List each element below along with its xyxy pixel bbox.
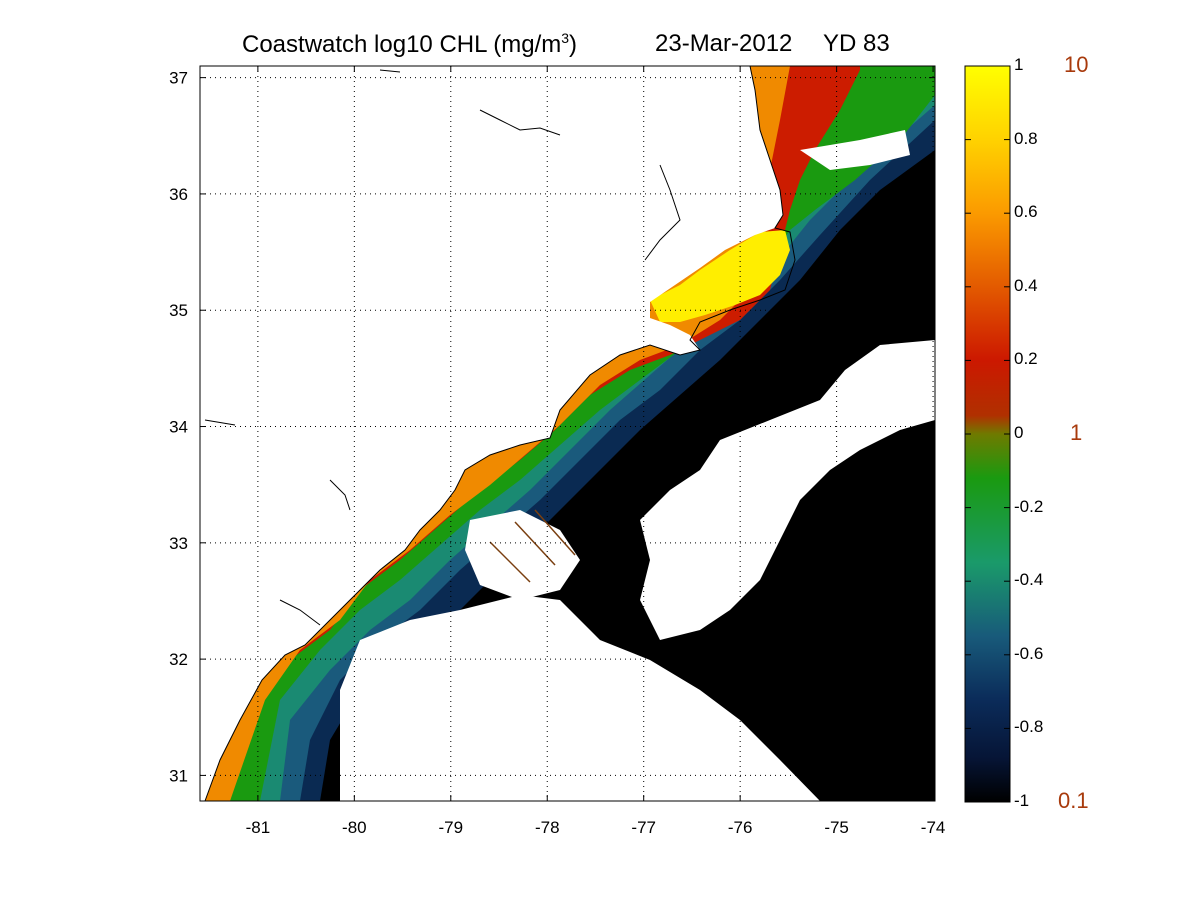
title-superscript: 3 — [561, 30, 570, 46]
lat-tick-label: 37 — [169, 69, 188, 88]
colorbar-linear-label: 0.1 — [1058, 788, 1089, 813]
colorbar-tick-label: 0.8 — [1014, 128, 1038, 148]
inland-waterways — [204, 69, 681, 626]
coastline — [204, 66, 796, 801]
lon-tick-label: -75 — [824, 818, 849, 837]
map-axes: -81 -80 -79 -78 -77 -76 -75 -74 31 32 33 34 35 36 37 — [169, 65, 946, 837]
colorbar-tick-label: -0.8 — [1014, 717, 1044, 737]
lat-tick-label: 32 — [169, 650, 188, 669]
pamlico-sound-high-chl — [650, 230, 790, 322]
lat-tick-label: 34 — [169, 418, 188, 437]
colorbar-tick-label: -0.2 — [1014, 496, 1044, 516]
colorbar-tick-label: 1 — [1014, 55, 1024, 74]
lon-tick-label: -78 — [535, 818, 560, 837]
colorbar-linear-label: 1 — [1070, 420, 1083, 445]
colorbar-tick-label: -1 — [1014, 791, 1030, 810]
figure-title: Coastwatch log10 CHL (mg/m3) — [242, 30, 577, 59]
cloud-mask-north — [800, 130, 910, 170]
lon-tick-label: -74 — [921, 818, 946, 837]
title-prefix: Coastwatch log10 CHL (mg/m — [242, 31, 562, 58]
title-suffix: ) — [569, 31, 578, 58]
survey-tracks — [489, 509, 576, 583]
colorbar-ticks — [965, 65, 1010, 803]
colorbar-tick-label: 0.6 — [1014, 202, 1038, 222]
lon-tick-label: -81 — [246, 818, 271, 837]
colorbar-tick-label: -0.6 — [1014, 643, 1044, 663]
map-frame — [199, 65, 936, 802]
colorbar-tick-label: 0.2 — [1014, 349, 1038, 369]
colorbar-tick-label: -0.4 — [1014, 570, 1044, 590]
title-date: 23-Mar-2012 — [655, 30, 793, 57]
lat-tick-label: 31 — [169, 766, 188, 785]
land-mass — [200, 66, 783, 801]
cloud-mask-central — [640, 340, 935, 640]
lat-tick-label: 33 — [169, 534, 188, 553]
colorbar-linear-label: 10 — [1064, 52, 1089, 77]
lon-tick-label: -76 — [728, 818, 753, 837]
lon-tick-label: -80 — [342, 818, 367, 837]
colorbar-tick-label: 0.4 — [1014, 275, 1038, 295]
lon-tick-label: -77 — [631, 818, 656, 837]
cloud-mask-offshore-patch — [465, 510, 580, 600]
cloud-mask-south — [340, 595, 820, 801]
colorbar-tick-label: 0 — [1014, 423, 1024, 442]
lon-tick-label: -79 — [438, 818, 463, 837]
lat-tick-label: 36 — [169, 185, 188, 204]
lat-tick-label: 35 — [169, 301, 188, 320]
colorbar — [964, 65, 1011, 803]
title-yearday: YD 83 — [823, 30, 890, 57]
